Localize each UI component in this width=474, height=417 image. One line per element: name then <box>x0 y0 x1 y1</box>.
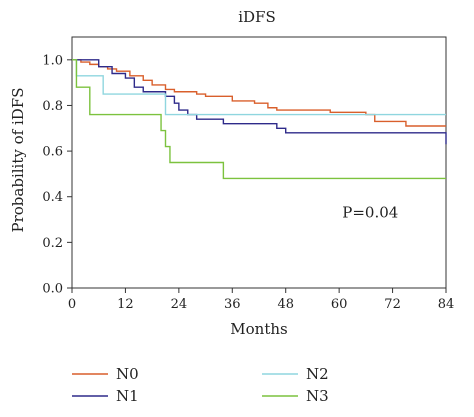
legend: N0 N1 N2 N3 <box>72 365 329 405</box>
p-value-annotation: P=0.04 <box>342 203 398 221</box>
x-tick-label: 0 <box>68 297 76 312</box>
series-layer <box>72 59 447 180</box>
legend-label: N3 <box>306 387 329 405</box>
plot-area <box>71 36 447 289</box>
series-line-n1 <box>72 59 447 145</box>
legend-label: N2 <box>306 365 329 383</box>
ticks-layer: 0 12 24 36 48 60 72 84 0.0 0.2 0.4 0.6 0.8 1.0 <box>42 53 454 312</box>
legend-label: N0 <box>116 365 139 383</box>
y-axis-title: Probability of iDFS <box>9 88 27 233</box>
y-tick-label: 0.8 <box>42 99 63 114</box>
legend-label: N1 <box>116 387 139 405</box>
x-tick-label: 24 <box>171 297 188 312</box>
x-tick-label: 48 <box>277 297 294 312</box>
y-tick-label: 0.6 <box>42 145 63 160</box>
x-axis-title: Months <box>230 320 287 338</box>
legend-item-n1: N1 <box>72 387 139 405</box>
series-line-n0 <box>72 59 446 127</box>
annotation-layer: P=0.04 <box>342 203 398 221</box>
y-tick-label: 0.4 <box>42 190 63 205</box>
x-tick-label: 72 <box>384 297 401 312</box>
legend-item-n3: N3 <box>262 387 329 405</box>
y-tick-label: 0.0 <box>42 282 63 297</box>
plot-frame <box>71 36 447 289</box>
legend-item-n2: N2 <box>262 365 329 383</box>
series-line-n2 <box>72 59 446 116</box>
chart-title: iDFS <box>238 8 276 26</box>
legend-item-n0: N0 <box>72 365 139 383</box>
y-tick-label: 0.2 <box>42 236 63 251</box>
x-tick-label: 12 <box>117 297 134 312</box>
x-tick-label: 60 <box>331 297 348 312</box>
x-tick-label: 84 <box>438 297 455 312</box>
x-tick-label: 36 <box>224 297 241 312</box>
series-line-n3 <box>72 59 446 180</box>
y-tick-label: 1.0 <box>42 53 63 68</box>
